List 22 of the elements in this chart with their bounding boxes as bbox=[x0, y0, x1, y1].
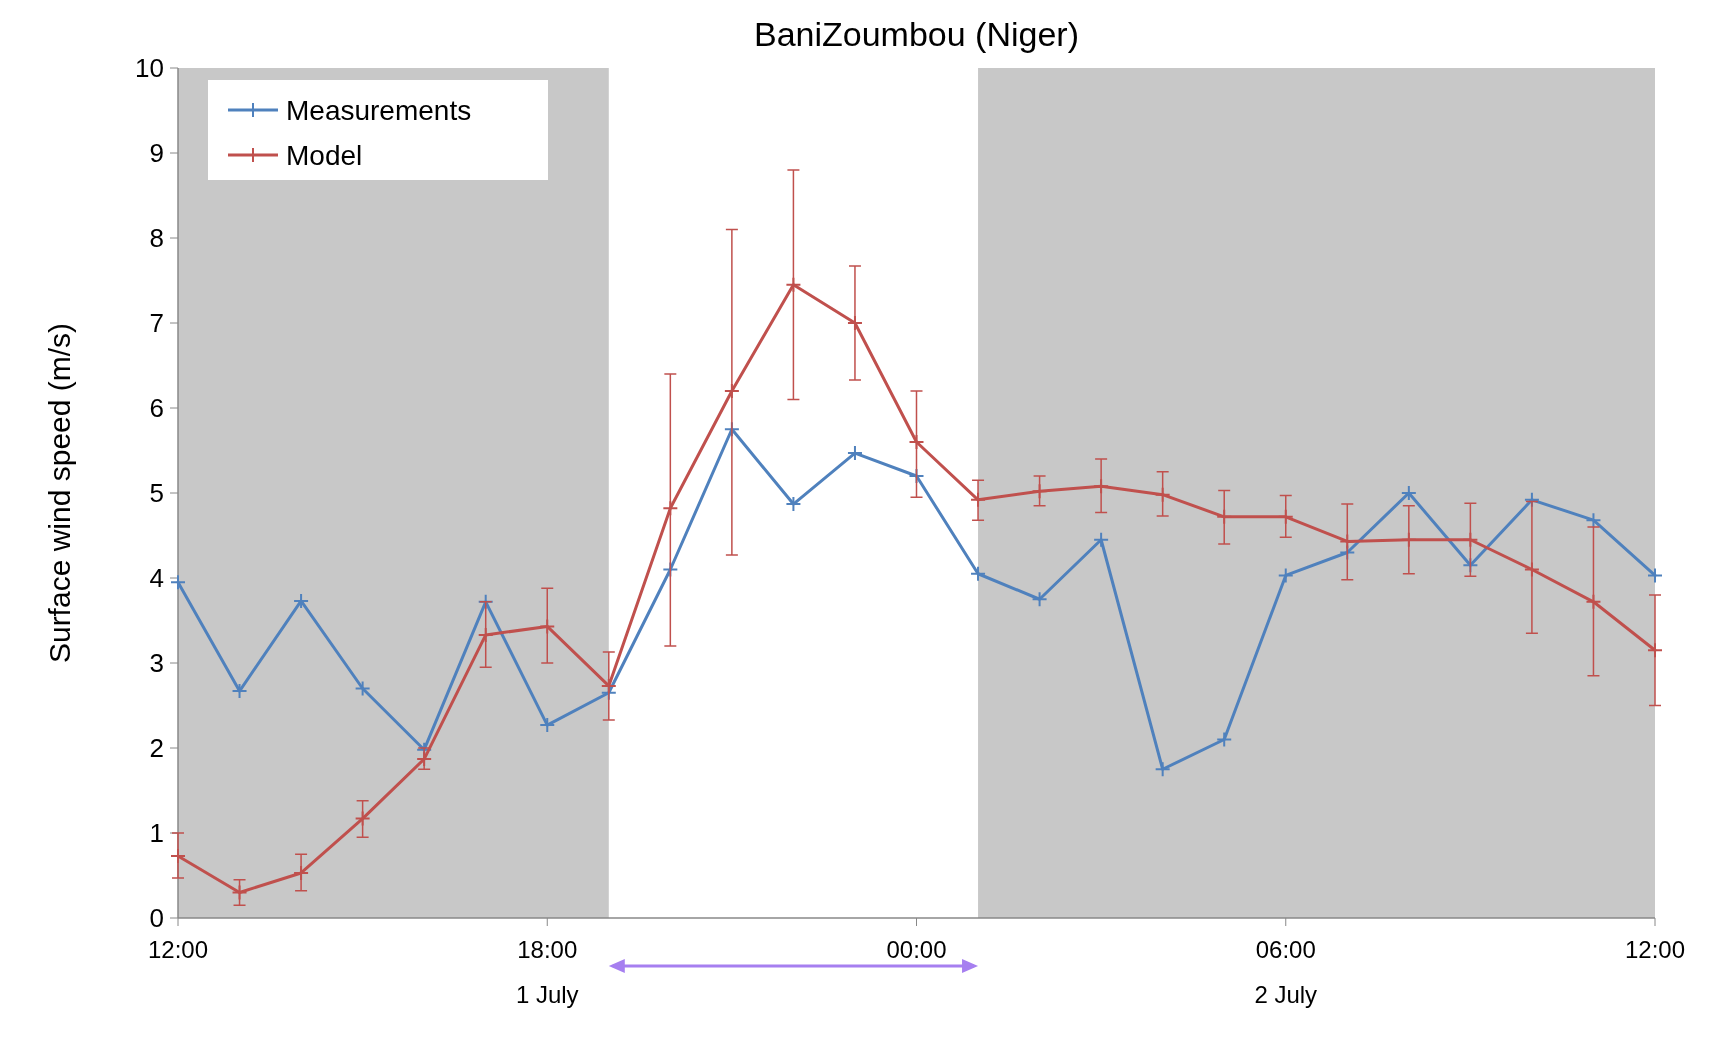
legend-label: Measurements bbox=[286, 94, 472, 126]
y-tick-label: 0 bbox=[149, 903, 164, 934]
x-tick-label: 00:00 bbox=[886, 936, 947, 963]
y-tick-label: 2 bbox=[149, 733, 164, 764]
legend-label: Model bbox=[286, 139, 363, 171]
y-tick-label: 4 bbox=[149, 563, 164, 594]
x-tick-label: 18:00 bbox=[517, 936, 578, 963]
x-tick-label: 06:00 bbox=[1255, 936, 1316, 963]
y-tick-label: 3 bbox=[149, 648, 164, 679]
chart-title: BaniZoumbou (Niger) bbox=[753, 15, 1080, 53]
y-tick-label: 5 bbox=[149, 478, 164, 509]
x-tick-label: 12:00 bbox=[147, 936, 209, 963]
y-tick-label: 8 bbox=[149, 223, 164, 254]
text: 1 July bbox=[515, 981, 579, 1008]
y-tick-label: 6 bbox=[149, 393, 164, 424]
y-tick-label: 9 bbox=[149, 138, 164, 169]
text: 2 July bbox=[1254, 981, 1318, 1008]
y-tick-label: 7 bbox=[149, 308, 164, 339]
y-tick-label: 1 bbox=[149, 818, 164, 849]
y-tick-label: 10 bbox=[135, 53, 164, 84]
y-axis-title: Surface wind speed (m/s) bbox=[43, 322, 76, 664]
x-tick-label: 12:00 bbox=[1624, 936, 1686, 963]
